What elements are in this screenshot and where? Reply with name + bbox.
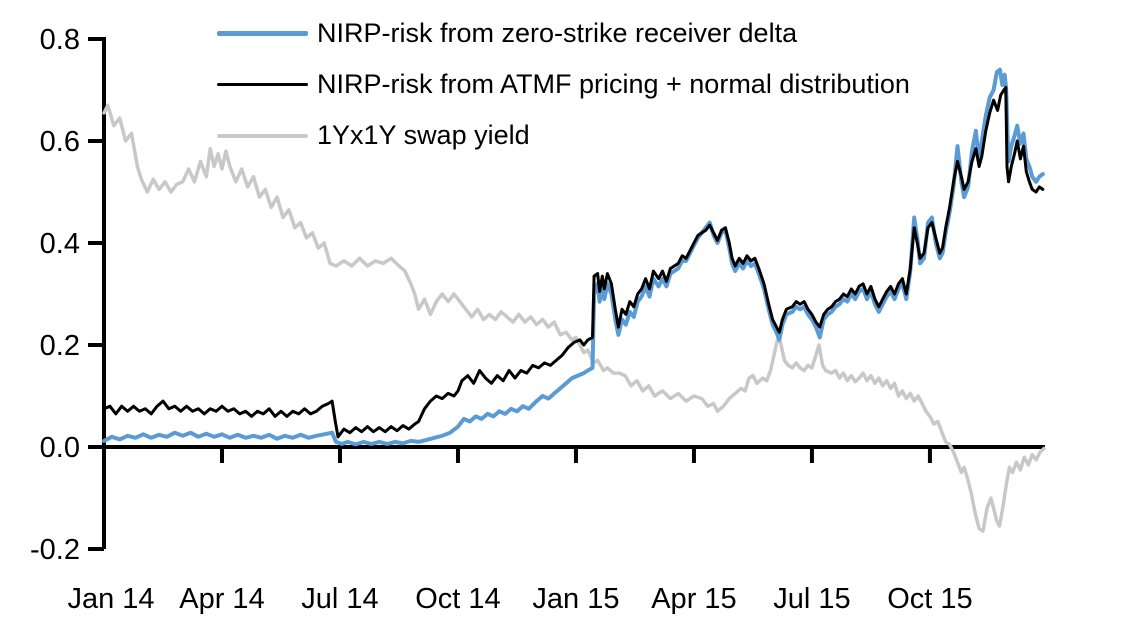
x-tick-label: Jul 15	[773, 583, 850, 615]
legend-line-swatch-gray	[217, 133, 308, 138]
y-tick-label: 0.4	[40, 228, 80, 260]
legend-line-swatch-black	[217, 83, 308, 86]
legend-label-zero-strike-delta: NIRP-risk from zero-strike receiver delt…	[317, 18, 798, 48]
y-tick-label: 0.6	[40, 126, 80, 158]
y-tick-label: 0.0	[40, 432, 80, 464]
legend-line-swatch-blue	[217, 31, 308, 36]
legend-label-swap-yield: 1Yx1Y swap yield	[317, 120, 530, 150]
series-line-atmf-normal	[102, 86, 1045, 439]
legend-item-swap-yield: 1Yx1Y swap yield	[217, 110, 910, 161]
x-tick-label: Oct 14	[415, 583, 500, 615]
legend-item-atmf-normal: NIRP-risk from ATMF pricing + normal dis…	[217, 59, 910, 110]
x-tick-label: Jul 14	[301, 583, 378, 615]
legend-item-zero-strike-delta: NIRP-risk from zero-strike receiver delt…	[217, 8, 910, 59]
y-tick-label: 0.2	[40, 330, 80, 362]
x-tick-label: Apr 15	[651, 583, 736, 615]
series-line-swap-yield	[102, 103, 1046, 533]
legend-label-atmf-normal: NIRP-risk from ATMF pricing + normal dis…	[317, 69, 910, 99]
chart-legend: NIRP-risk from zero-strike receiver delt…	[217, 8, 910, 161]
x-tick-label: Jan 14	[67, 583, 154, 615]
x-tick-label: Apr 14	[179, 583, 264, 615]
x-tick-label: Oct 15	[887, 583, 972, 615]
y-tick-label: -0.2	[30, 534, 80, 566]
y-tick-label: 0.8	[40, 24, 80, 56]
x-tick-label: Jan 15	[532, 583, 619, 615]
